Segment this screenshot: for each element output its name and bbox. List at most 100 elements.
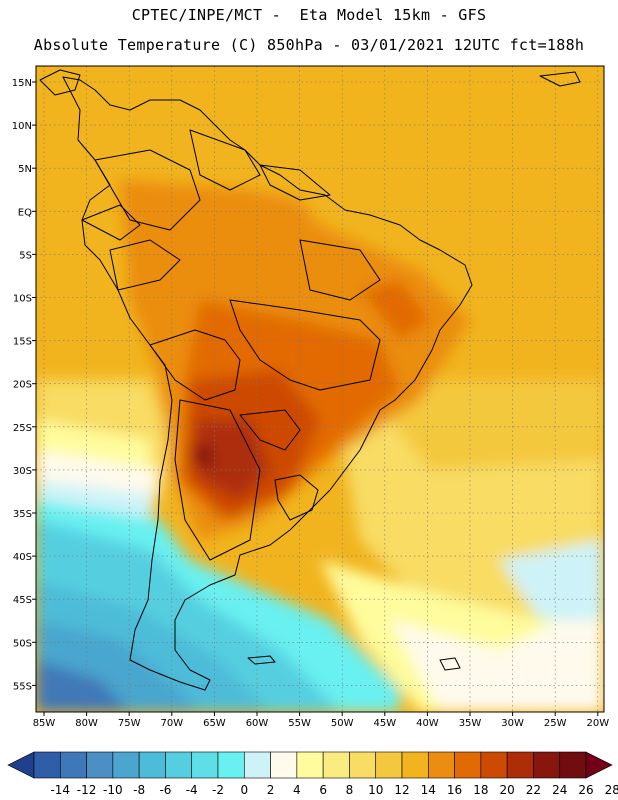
argentina-north-border bbox=[174, 399, 261, 561]
lon-label: 35W bbox=[459, 718, 482, 729]
falkland-islands bbox=[439, 657, 461, 671]
colorbar-label: 22 bbox=[526, 783, 541, 797]
colorbar-segment bbox=[454, 751, 482, 779]
colorbar-segment bbox=[349, 751, 377, 779]
colorbar-segment bbox=[165, 751, 193, 779]
colorbar-segment bbox=[270, 751, 298, 779]
colorbar-label: 26 bbox=[578, 783, 593, 797]
colorbar-segment bbox=[217, 751, 245, 779]
caribbean-islands bbox=[539, 71, 581, 87]
lon-label: 55W bbox=[288, 718, 311, 729]
colorbar-segment bbox=[401, 751, 429, 779]
colorbar-segment bbox=[322, 751, 350, 779]
uruguay-border bbox=[274, 474, 319, 521]
lat-label: 20S bbox=[13, 380, 32, 391]
lat-label: 5S bbox=[19, 250, 32, 261]
chart-subtitle: Absolute Temperature (C) 850hPa - 03/01/… bbox=[33, 36, 585, 54]
lat-label: 25S bbox=[13, 423, 32, 434]
lon-label: 30W bbox=[501, 718, 524, 729]
brazil-state-borders bbox=[229, 299, 381, 391]
colorbar-segment bbox=[427, 751, 455, 779]
colorbar-segment bbox=[59, 751, 87, 779]
colorbar-label: 4 bbox=[293, 783, 301, 797]
lat-label: EQ bbox=[18, 207, 32, 218]
lon-label: 20W bbox=[586, 718, 609, 729]
colorbar-segment bbox=[506, 751, 534, 779]
colorbar-max-arrow bbox=[585, 751, 613, 779]
colorbar-label: 8 bbox=[346, 783, 354, 797]
chart-title: CPTEC/INPE/MCT - Eta Model 15km - GFS bbox=[131, 6, 487, 24]
temperature-field bbox=[36, 66, 604, 712]
lat-label: 15S bbox=[13, 337, 32, 348]
lon-label: 65W bbox=[203, 718, 226, 729]
lat-label: 15N bbox=[12, 78, 32, 89]
colorbar-label: -14 bbox=[50, 783, 70, 797]
ecuador-border bbox=[81, 204, 141, 241]
lat-label: 10N bbox=[12, 121, 32, 132]
colorbar-segment bbox=[138, 751, 166, 779]
peru-border bbox=[109, 239, 181, 291]
guianas-border bbox=[259, 164, 331, 201]
falkland-islands-west bbox=[247, 655, 276, 665]
colorbar-label: 24 bbox=[552, 783, 567, 797]
lat-label: 5N bbox=[18, 164, 32, 175]
colorbar-segment bbox=[86, 751, 114, 779]
colorbar-label: 12 bbox=[394, 783, 409, 797]
lat-label: 45S bbox=[13, 595, 32, 606]
colombia-border bbox=[94, 149, 201, 231]
colorbar-segment bbox=[33, 751, 61, 779]
colorbar-label: -2 bbox=[212, 783, 224, 797]
lat-label: 35S bbox=[13, 509, 32, 520]
colorbar-label: -10 bbox=[103, 783, 123, 797]
lon-label: 25W bbox=[544, 718, 567, 729]
longitude-labels: 85W 80W 75W 70W 65W 60W 55W 50W 45W 40W 35W 30W 25W 2… bbox=[33, 712, 609, 729]
colorbar-segment bbox=[533, 751, 561, 779]
lon-label: 80W bbox=[75, 718, 98, 729]
lat-label: 55S bbox=[13, 681, 32, 692]
colorbar-label: 0 bbox=[240, 783, 248, 797]
bolivia-border bbox=[149, 329, 241, 401]
central-america-coast bbox=[39, 69, 81, 96]
lat-label: 30S bbox=[13, 466, 32, 477]
colorbar-label: 16 bbox=[447, 783, 462, 797]
lat-label: 50S bbox=[13, 638, 32, 649]
lon-label: 45W bbox=[373, 718, 396, 729]
colorbar-segment bbox=[112, 751, 140, 779]
lon-label: 60W bbox=[246, 718, 269, 729]
colorbar-label: 20 bbox=[500, 783, 515, 797]
colorbar-segment bbox=[480, 751, 508, 779]
lon-label: 50W bbox=[331, 718, 354, 729]
lon-label: 85W bbox=[33, 718, 56, 729]
colorbar-segment bbox=[296, 751, 324, 779]
temperature-shading bbox=[36, 66, 604, 712]
colorbar-label: -6 bbox=[159, 783, 171, 797]
map-frame bbox=[35, 65, 605, 713]
colorbar-min-arrow bbox=[7, 751, 35, 779]
lon-label: 70W bbox=[160, 718, 183, 729]
colorbar-label: -4 bbox=[186, 783, 198, 797]
colorbar-label: 6 bbox=[319, 783, 327, 797]
colorbar-segment bbox=[191, 751, 219, 779]
lat-label: 10S bbox=[13, 294, 32, 305]
venezuela-border bbox=[189, 129, 261, 191]
lon-label: 40W bbox=[416, 718, 439, 729]
colorbar-label: 10 bbox=[368, 783, 383, 797]
colorbar-segment bbox=[375, 751, 403, 779]
colorbar-label: 28 bbox=[605, 783, 618, 797]
colorbar-label: -8 bbox=[133, 783, 145, 797]
colorbar-label: 14 bbox=[421, 783, 436, 797]
lat-lon-grid bbox=[36, 66, 604, 712]
brazil-state-borders-north bbox=[299, 239, 381, 301]
colorbar: -14 -12 -10 -8 -6 -4 -2 0 2 4 6 8 10 12 14 16 18 20 22 24 26… bbox=[7, 751, 618, 797]
latitude-labels: 15N 10N 5N EQ 5S 10S 15S 20S 25S 30S 35S 40S 45S 50S 5… bbox=[12, 78, 36, 692]
colorbar-label: 2 bbox=[267, 783, 275, 797]
colorbar-label: 18 bbox=[473, 783, 488, 797]
lon-label: 75W bbox=[118, 718, 141, 729]
coastline bbox=[39, 69, 581, 691]
lat-label: 40S bbox=[13, 552, 32, 563]
colorbar-label: -12 bbox=[77, 783, 97, 797]
paraguay-border bbox=[239, 409, 301, 451]
colorbar-segment bbox=[559, 751, 587, 779]
colorbar-segment bbox=[243, 751, 271, 779]
